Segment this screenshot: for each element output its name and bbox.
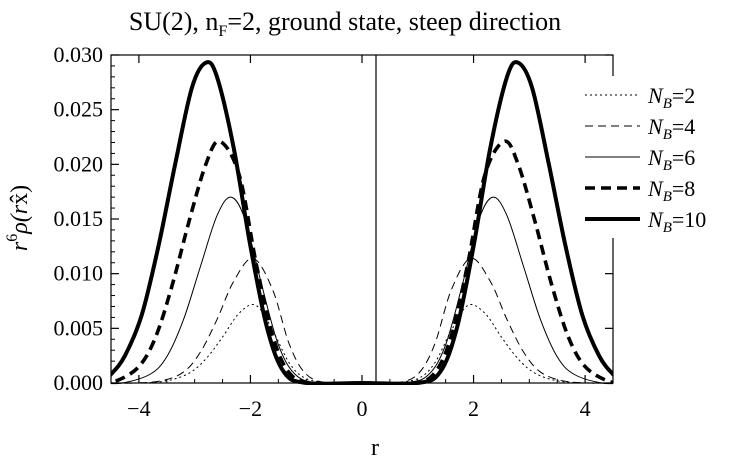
x-axis-label: r [371, 435, 379, 461]
chart-title: SU(2), nF=2, ground state, steep directi… [129, 7, 561, 40]
legend-label: NB=6 [647, 145, 695, 174]
x-tick-label: −2 [239, 396, 262, 421]
y-tick-label: 0.025 [54, 97, 104, 122]
y-tick-label: 0.010 [54, 261, 104, 286]
legend: NB=2NB=4NB=6NB=8NB=10 [578, 76, 748, 238]
legend-label: NB=10 [647, 207, 706, 236]
y-axis-label: r6ρ(rx̂) [4, 185, 33, 251]
legend-label: NB=4 [647, 114, 695, 143]
title-subscript: F [218, 23, 227, 40]
series-line-nb-4 [111, 257, 613, 385]
series-curves [111, 60, 613, 385]
y-tick-label: 0.005 [54, 315, 104, 340]
x-tick-label: 2 [468, 396, 479, 421]
series-line-nb-8 [111, 139, 613, 385]
y-tick-label: 0.020 [54, 151, 104, 176]
y-tick-label: 0.015 [54, 206, 104, 231]
y-tick-label: 0.030 [54, 42, 104, 67]
y-tick-label: 0.000 [54, 370, 104, 395]
series-line-nb-2 [111, 304, 613, 384]
x-axis-ticks: −4 −2 0 2 4 [110, 55, 614, 421]
y-axis-ticks: 0.000 0.005 0.010 0.015 0.020 0.025 0.030 [54, 42, 613, 395]
x-tick-label: 0 [357, 396, 368, 421]
series-line-nb-6 [111, 196, 613, 385]
legend-label: NB=8 [647, 176, 695, 205]
series-line-nb-10 [111, 60, 613, 385]
legend-label: NB=2 [647, 83, 695, 112]
x-tick-label: −4 [127, 396, 150, 421]
x-tick-label: 4 [580, 396, 591, 421]
